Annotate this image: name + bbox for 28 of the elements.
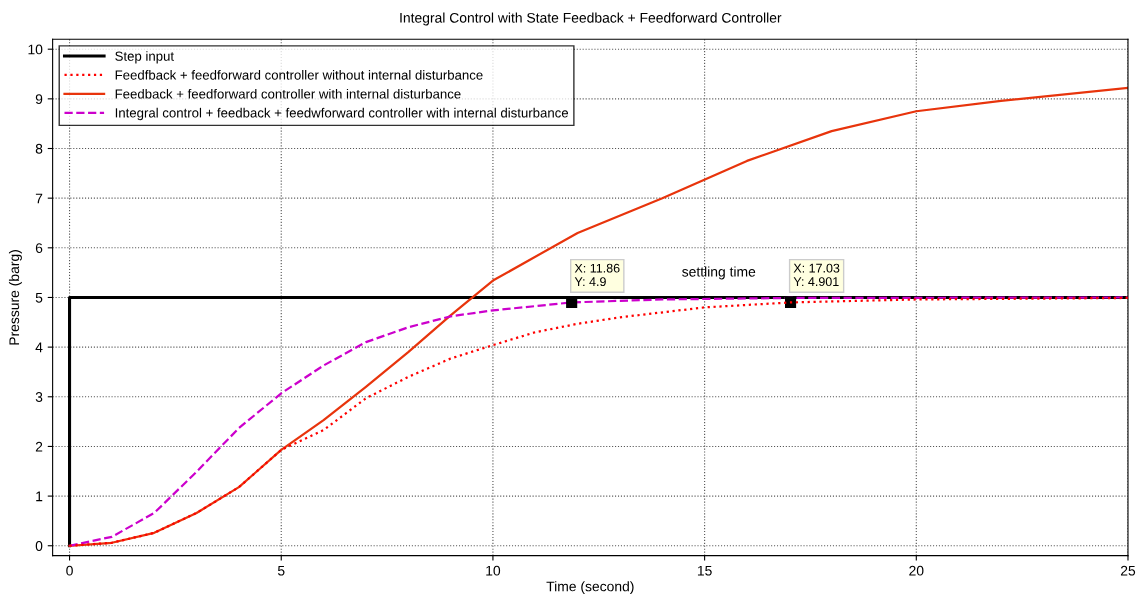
y-tick-label: 5 (35, 292, 43, 303)
y-tick-label: 10 (28, 44, 43, 55)
y-tick-label: 6 (35, 243, 43, 253)
y-tick-label: 1 (36, 491, 43, 502)
y-tick-label: 9 (35, 94, 43, 105)
x-tick-label: 5 (277, 565, 285, 576)
x-axis-title: Time (second) (546, 581, 634, 595)
x-tick-label: 15 (697, 565, 712, 576)
annotation: settling time (682, 266, 756, 280)
y-tick-label: 8 (35, 143, 43, 154)
legend-label: Feedback + feedforward controller with internal disturbance (115, 88, 461, 99)
annotation: X: 17.03 Y: 4.901 (793, 263, 840, 287)
legend-label: Integral control + feedback + feedwforward controller with internal disturbance (115, 107, 569, 121)
y-tick-label: 7 (35, 193, 43, 204)
line-series (68, 86, 1128, 547)
legend-label: Step input (115, 51, 174, 64)
chart-title: Integral Control with State Feedback + Feedforward Controller (400, 12, 782, 26)
x-tick-label: 20 (909, 565, 924, 576)
x-tick-label: 10 (486, 565, 501, 576)
y-axis-title: Pressure (barg) (8, 250, 22, 345)
y-tick-label: 4 (35, 342, 43, 353)
y-tick-label: 2 (35, 441, 43, 452)
y-tick-label: 0 (35, 541, 43, 551)
x-tick-label: 25 (1120, 565, 1136, 576)
x-tick-label: 0 (66, 565, 73, 576)
legend-label: Feedfback + feedforward controller without internal disturbance (115, 70, 483, 80)
y-tick-label: 3 (35, 392, 43, 402)
annotation: X: 11.86 Y: 4.9 (574, 263, 620, 287)
